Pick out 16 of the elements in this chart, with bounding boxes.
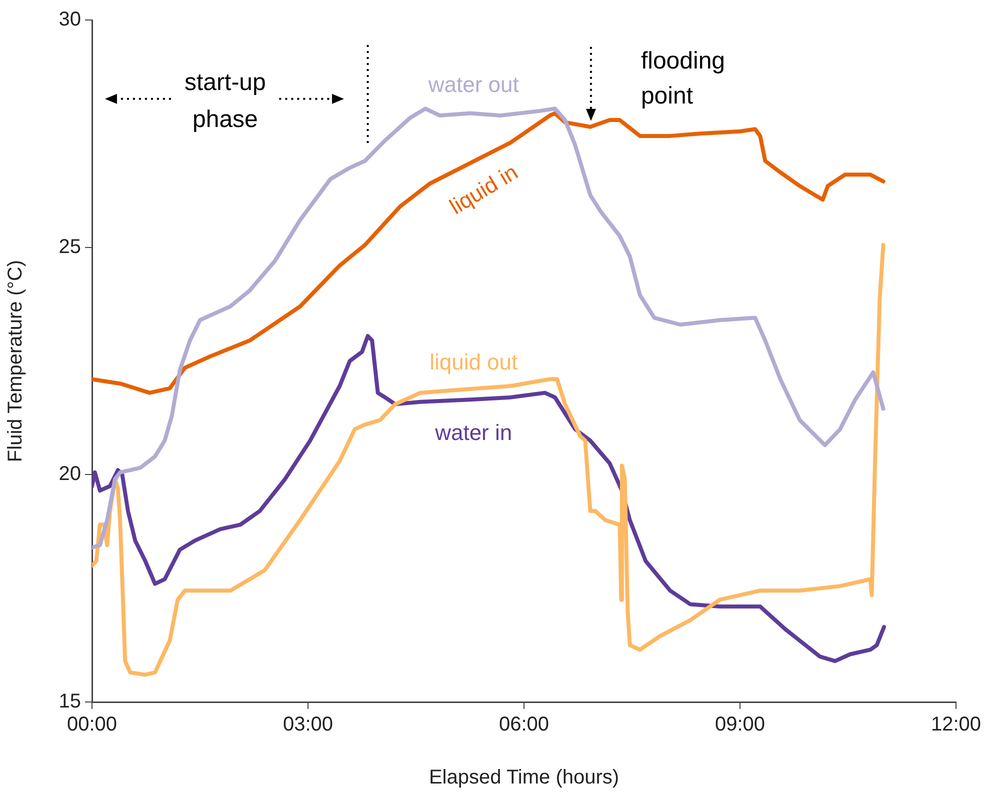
series-label: liquid out <box>430 349 518 374</box>
y-tick-label: 20 <box>58 463 81 486</box>
series-label: water in <box>434 420 512 445</box>
x-axis-title: Elapsed Time (hours) <box>428 766 620 789</box>
x-tick-label: 03:00 <box>282 714 334 736</box>
x-tick-label: 09:00 <box>714 714 766 736</box>
x-tick-label: 00:00 <box>66 714 118 736</box>
x-tick-label: 06:00 <box>498 714 550 736</box>
y-tick-label: 15 <box>58 690 81 713</box>
y-tick-label: 25 <box>58 236 81 258</box>
x-tick-label: 12:00 <box>930 714 982 736</box>
annotation: flooding point <box>640 47 726 110</box>
series-label: water out <box>427 72 519 97</box>
y-tick-label: 30 <box>58 8 81 31</box>
annotation: start-up phase <box>184 68 266 133</box>
y-axis-title: Fluid Temperature (°C) <box>4 260 27 462</box>
